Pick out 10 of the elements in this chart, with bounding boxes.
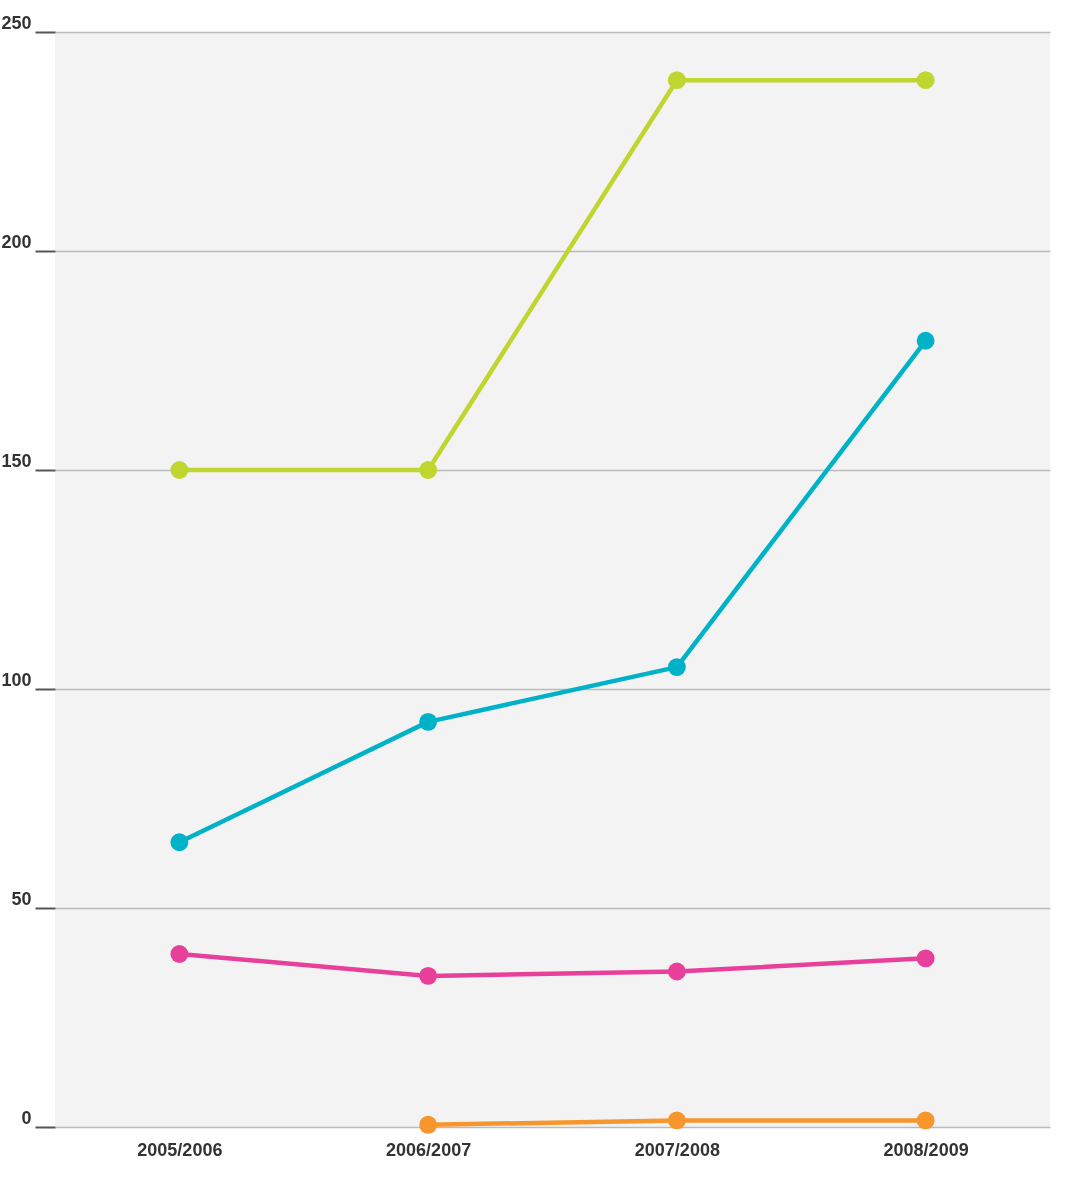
y-tick-label: 200 <box>1 231 32 252</box>
y-tick-label: 250 <box>1 12 32 33</box>
y-tick-label: 0 <box>21 1107 32 1128</box>
x-tick-label: 2007/2008 <box>634 1139 720 1160</box>
y-tick-label: 50 <box>11 888 32 909</box>
x-tick-label: 2005/2006 <box>137 1139 223 1160</box>
x-tick-label: 2008/2009 <box>883 1139 969 1160</box>
x-tick-label: 2006/2007 <box>386 1139 472 1160</box>
y-tick-label: 100 <box>1 669 32 690</box>
y-tick-label: 150 <box>1 450 32 471</box>
